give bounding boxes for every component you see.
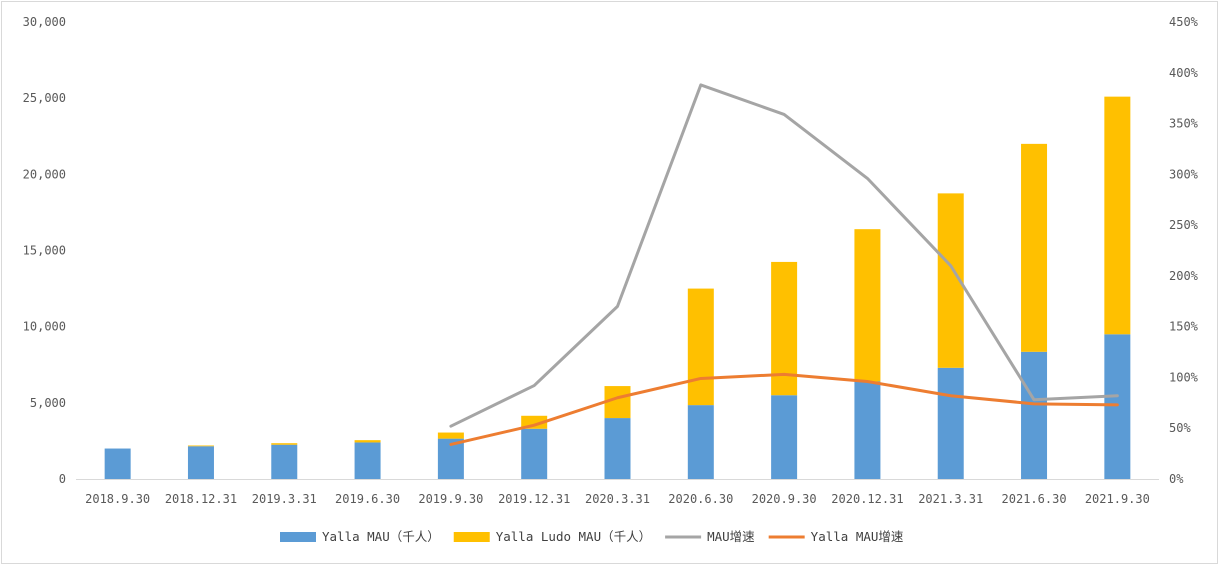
- y-left-tick-label: 25,000: [23, 91, 66, 105]
- x-tick-label: 2020.12.31: [831, 492, 903, 506]
- lines: [449, 83, 1119, 446]
- bar-series-1: [521, 428, 548, 479]
- y-right-tick-label: 400%: [1169, 66, 1199, 80]
- x-tick-label: 2020.9.30: [752, 492, 817, 506]
- y-left-tick-label: 5,000: [30, 396, 66, 410]
- y-right-tick-label: 200%: [1169, 269, 1199, 283]
- axes: 0 5,000 10,000 15,000 20,000 25,000 30,000 0% 50…: [23, 15, 1199, 506]
- legend-item-2: Yalla Ludo MAU（千人）: [453, 529, 651, 544]
- x-tick-label: 2019.6.30: [335, 492, 400, 506]
- bar-series-2: [437, 432, 464, 439]
- y-right-tick-label: 250%: [1169, 218, 1199, 232]
- y-right-tick-label: 50%: [1169, 421, 1191, 435]
- x-tick-label: 2018.9.30: [85, 492, 150, 506]
- y-right-tick-label: 100%: [1169, 370, 1199, 384]
- bar-series-1: [771, 395, 798, 479]
- bar-series-2: [687, 288, 714, 406]
- legend-label: Yalla MAU增速: [811, 529, 904, 544]
- bar-series-2: [187, 445, 214, 447]
- legend-item-4: Yalla MAU增速: [768, 529, 904, 544]
- legend-item-3: MAU增速: [665, 529, 755, 544]
- x-tick-label: 2019.9.30: [418, 492, 483, 506]
- y-left-tick-label: 20,000: [23, 167, 66, 181]
- bar-series-1: [1021, 351, 1048, 479]
- bar-series-1: [1104, 334, 1131, 479]
- bar-series-2: [354, 440, 381, 443]
- y-right-tick-label: 0%: [1169, 472, 1184, 486]
- bars: [104, 96, 1131, 479]
- bar-series-1: [187, 446, 214, 479]
- y-left-tick-label: 10,000: [23, 320, 66, 334]
- legend: Yalla MAU（千人） Yalla Ludo MAU（千人） MAU增速 Yall…: [280, 529, 904, 544]
- x-tick-label: 2018.12.31: [165, 492, 237, 506]
- legend-label: Yalla MAU（千人）: [322, 529, 440, 544]
- bar-series-2: [1021, 143, 1048, 352]
- bar-series-1: [604, 418, 631, 479]
- x-tick-label: 2019.3.31: [252, 492, 317, 506]
- bar-series-1: [104, 448, 131, 479]
- x-tick-label: 2020.3.31: [585, 492, 650, 506]
- legend-label: Yalla Ludo MAU（千人）: [496, 529, 651, 544]
- bar-series-2: [854, 229, 881, 382]
- legend-label: MAU增速: [707, 529, 755, 544]
- line-series-2: [449, 372, 1119, 446]
- bar-series-1: [271, 444, 298, 479]
- x-tick-label: 2019.12.31: [498, 492, 570, 506]
- bar-series-1: [854, 381, 881, 479]
- bar-series-2: [1104, 96, 1131, 335]
- y-left-tick-label: 30,000: [23, 15, 66, 29]
- y-right-tick-label: 450%: [1169, 15, 1199, 29]
- y-right-tick-label: 150%: [1169, 320, 1199, 334]
- y-left-tick-label: 0: [59, 472, 66, 486]
- bar-series-1: [687, 405, 714, 479]
- bar-series-2: [271, 443, 298, 445]
- x-tick-label: 2020.6.30: [668, 492, 733, 506]
- x-tick-label: 2021.9.30: [1085, 492, 1150, 506]
- y-right-tick-label: 300%: [1169, 167, 1199, 181]
- legend-swatch: [453, 532, 490, 542]
- legend-swatch: [280, 532, 316, 542]
- y-left-tick-label: 15,000: [23, 244, 66, 258]
- bar-series-1: [937, 367, 964, 479]
- x-tick-label: 2021.6.30: [1002, 492, 1067, 506]
- bar-series-1: [354, 442, 381, 479]
- line-series-1: [449, 83, 1119, 428]
- x-tick-label: 2021.3.31: [918, 492, 983, 506]
- legend-item-1: Yalla MAU（千人）: [280, 529, 440, 544]
- y-right-tick-label: 350%: [1169, 117, 1199, 131]
